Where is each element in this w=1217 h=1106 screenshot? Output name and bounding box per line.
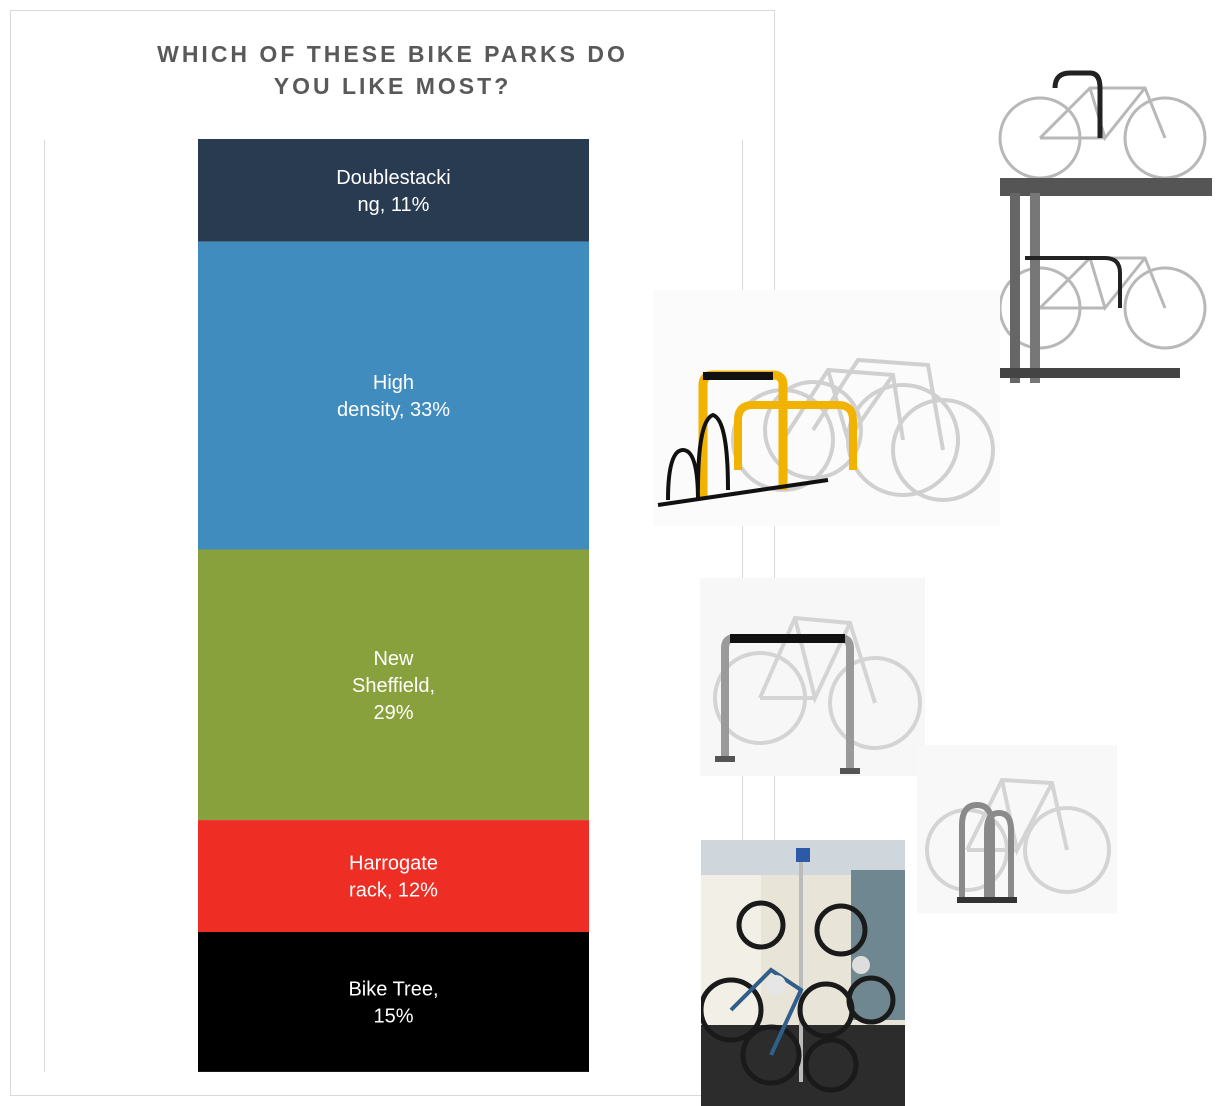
data-label-high-density: High density, 33% (337, 372, 450, 421)
bike-tree-illustration (701, 840, 905, 1106)
high-density-rack-photo (653, 290, 1000, 526)
bar-segment-harrogate-rack (198, 820, 589, 933)
sheffield-stand-photo (700, 578, 925, 776)
data-label-new-sheffield: New Sheffield, 29% (352, 648, 435, 724)
chart-title-line-1: WHICH OF THESE BIKE PARKS DO (157, 41, 628, 67)
chart-title-line-2: YOU LIKE MOST? (273, 73, 512, 99)
bar-segment-new-sheffield (198, 549, 589, 821)
left-gridline (44, 140, 45, 1072)
harrogate-rack-photo (917, 745, 1117, 913)
sheffield-stand-illustration (700, 578, 925, 776)
chart-title: WHICH OF THESE BIKE PARKS DO YOU LIKE MO… (10, 38, 775, 102)
double-stack-rack-photo (995, 28, 1217, 388)
bar-segment-doublestacking (198, 139, 589, 242)
data-label-harrogate-rack: Harrogate rack, 12% (349, 853, 438, 902)
data-label-doublestacking: Doublestacki ng, 11% (336, 167, 451, 216)
bar-segment-high-density (198, 241, 589, 550)
double-stack-rack-illustration (995, 28, 1217, 388)
bike-tree-photo (701, 840, 905, 1106)
data-label-bike-tree: Bike Tree, 15% (348, 979, 438, 1028)
harrogate-rack-illustration (917, 745, 1117, 913)
high-density-rack-illustration (653, 290, 1000, 526)
bar-segment-bike-tree (198, 932, 589, 1072)
